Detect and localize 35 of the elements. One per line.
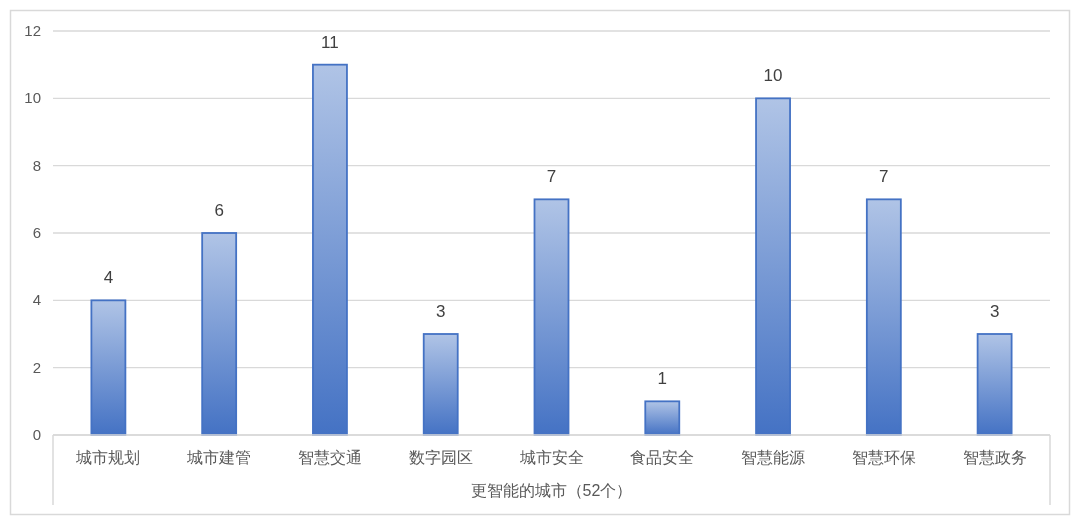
bar	[422, 333, 459, 436]
bar	[90, 299, 127, 436]
data-label: 3	[989, 302, 1000, 321]
y-tick-label: 10	[24, 89, 41, 107]
bar	[312, 63, 348, 436]
data-label: 6	[214, 201, 224, 220]
y-tick-label: 0	[32, 426, 41, 443]
y-tick-label: 12	[24, 22, 41, 39]
bar	[201, 232, 238, 436]
x-axis-title: 更智能的城市（52个）	[470, 482, 633, 499]
data-label: 7	[879, 167, 889, 187]
y-tick-label: 8	[32, 156, 41, 174]
y-tick-label: 2	[32, 358, 41, 376]
x-tick-label: 食品安全	[630, 449, 695, 466]
x-tick-label: 城市安全	[518, 449, 584, 466]
x-tick-label: 城市建管	[186, 449, 252, 466]
bar	[755, 97, 791, 436]
data-label: 4	[103, 268, 114, 288]
x-tick-label: 智慧交通	[297, 449, 362, 466]
x-tick-label: 城市规划	[75, 449, 141, 466]
x-tick-label: 智慧政务	[962, 449, 1027, 466]
bar	[533, 198, 570, 436]
data-label: 3	[435, 302, 446, 321]
x-tick-label: 智慧能源	[741, 449, 806, 466]
data-label: 1	[657, 369, 668, 389]
x-tick-label: 数字园区	[408, 449, 473, 466]
data-label: 11	[321, 32, 339, 52]
x-tick-label: 智慧环保	[851, 449, 916, 466]
data-label: 10	[763, 66, 783, 86]
y-tick-label: 4	[32, 291, 41, 309]
bar	[644, 400, 681, 436]
bar	[976, 333, 1013, 436]
y-tick-label: 6	[32, 224, 41, 241]
data-label: 7	[546, 167, 557, 187]
bar	[865, 198, 902, 436]
